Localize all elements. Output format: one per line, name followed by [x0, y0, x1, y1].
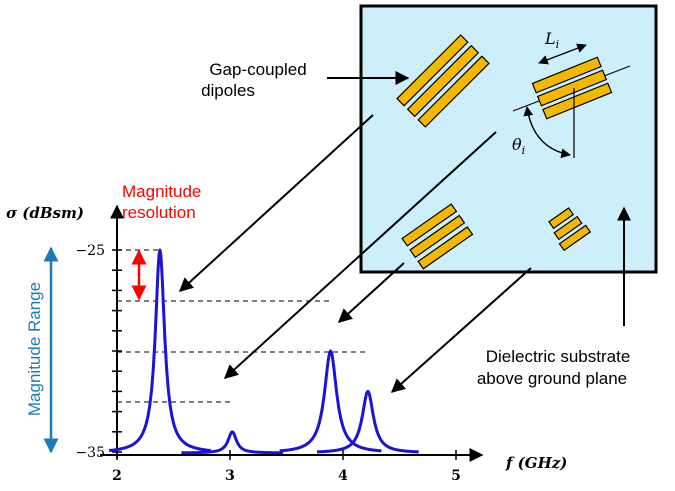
resonance-peak-2	[180, 430, 284, 455]
x-tick-label: 5	[451, 468, 461, 484]
dielectric-substrate-panel	[359, 4, 658, 274]
magnitude-resolution-line-2: resolution	[122, 203, 196, 222]
angle-arc	[523, 106, 571, 159]
gap-coupled-label-line-1: Gap-coupled	[209, 60, 306, 79]
arrow-dipoles-to-peak-4	[390, 267, 532, 393]
y-axis-label: σ (dBsm)	[6, 204, 84, 222]
dielectric-label-line-1: Dielectric substrate	[486, 347, 631, 366]
length-label: Li	[544, 29, 559, 51]
magnitude-range-label: Magnitude Range	[25, 282, 44, 416]
arrow-dipoles-to-peak-1	[178, 114, 374, 292]
pointer-arrows	[178, 71, 631, 393]
arrow-dipoles-to-peak-3	[337, 262, 405, 323]
x-axis-label: f (GHz)	[505, 454, 567, 472]
y-tick-label: −25	[75, 243, 105, 259]
dipole-group-top-right	[512, 43, 631, 159]
resonance-peak-3	[279, 349, 383, 453]
dielectric-label-line-2: above ground plane	[477, 369, 627, 388]
resonance-peak-1	[108, 248, 212, 452]
resonance-peak-4	[316, 389, 420, 454]
x-tick-label: 2	[112, 468, 122, 484]
arrow-dipoles-to-peak-2	[223, 131, 497, 379]
magnitude-resolution-line-1: Magnitude	[122, 182, 201, 201]
dipole-group-top-left	[396, 34, 490, 128]
length-arrow	[538, 43, 587, 65]
y-axis-ticks: −25 −35	[75, 243, 122, 461]
dipole-group-bottom-middle	[401, 203, 474, 270]
x-tick-label: 4	[338, 468, 348, 484]
angle-label: θi	[512, 135, 525, 157]
y-tick-label: −35	[75, 445, 105, 461]
x-tick-label: 3	[225, 468, 235, 484]
rcs-curve-layer	[108, 248, 420, 455]
x-axis-ticks: 2 3 4 5	[112, 450, 461, 484]
dipole-group-bottom-right	[548, 207, 592, 252]
gap-coupled-label-line-2: dipoles	[201, 81, 255, 100]
